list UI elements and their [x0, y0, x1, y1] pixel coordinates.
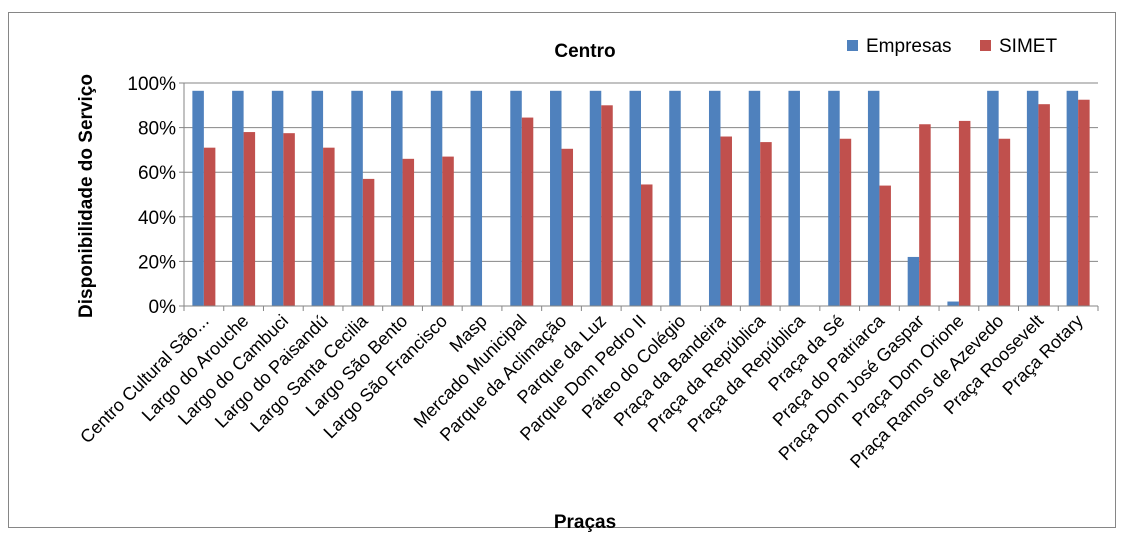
bar-empresas-13	[708, 90, 721, 307]
bar-simet-3	[323, 147, 335, 306]
bar-empresas-8	[510, 90, 522, 307]
bar-empresas-15	[788, 90, 800, 307]
y-tick-labels: 0% 20% 40% 60% 80% 100%	[127, 74, 176, 318]
bar-empresas-21	[1026, 90, 1039, 307]
bar-empresas-11	[629, 90, 641, 307]
bar-simet-6	[442, 156, 454, 306]
bar-simet-13	[720, 136, 732, 306]
y-tick-label: 80%	[138, 119, 176, 140]
bar-simet-14	[760, 142, 772, 306]
bar-simet-0	[203, 147, 216, 306]
bar-empresas-4	[351, 90, 363, 307]
bar-simet-19	[958, 120, 971, 306]
y-tick-label: 0%	[149, 297, 177, 318]
x-tick-labels: Centro Cultural São...Largo do AroucheLa…	[76, 310, 1087, 472]
y-axis-label: Disponibilidade do Serviço	[76, 74, 97, 318]
bars	[192, 90, 1090, 307]
bar-empresas-9	[550, 90, 562, 307]
legend: Empresas SIMET	[847, 36, 1057, 57]
bar-simet-17	[879, 185, 891, 306]
bar-simet-18	[919, 124, 931, 306]
bar-empresas-14	[748, 90, 761, 307]
bar-empresas-7	[470, 90, 483, 307]
y-tick-label: 40%	[138, 208, 176, 229]
y-tick-label: 100%	[127, 74, 176, 95]
bar-empresas-19	[947, 301, 959, 306]
bar-simet-11	[641, 184, 653, 306]
bar-simet-9	[561, 148, 574, 306]
x-axis-label: Praças	[554, 512, 616, 533]
legend-label-simet: SIMET	[999, 36, 1057, 57]
bar-simet-22	[1078, 99, 1090, 306]
bar-simet-21	[1038, 104, 1050, 306]
bar-empresas-10	[589, 90, 602, 307]
bar-empresas-17	[867, 90, 880, 307]
bar-simet-5	[402, 158, 415, 306]
bar-empresas-6	[430, 90, 443, 307]
bar-empresas-16	[828, 90, 840, 307]
y-tick-label: 60%	[138, 163, 176, 184]
axes	[183, 83, 1099, 311]
bar-empresas-18	[907, 256, 920, 306]
bar-empresas-1	[232, 90, 244, 307]
bar-empresas-3	[311, 90, 324, 307]
bar-empresas-12	[669, 90, 681, 307]
bar-empresas-0	[192, 90, 204, 307]
bar-simet-4	[362, 178, 375, 306]
chart-title: Centro	[554, 41, 615, 62]
bar-empresas-20	[987, 90, 999, 307]
legend-label-empresas: Empresas	[866, 36, 952, 57]
legend-swatch-empresas	[847, 40, 858, 51]
legend-swatch-simet	[980, 40, 991, 51]
bar-simet-20	[998, 138, 1011, 306]
bar-simet-8	[521, 117, 534, 306]
bar-simet-16	[839, 138, 852, 306]
bar-empresas-5	[391, 90, 403, 307]
y-tick-label: 20%	[138, 252, 176, 273]
bar-simet-10	[601, 105, 613, 306]
bar-empresas-2	[271, 90, 284, 307]
bar-empresas-22	[1066, 90, 1079, 307]
bar-simet-1	[243, 132, 256, 306]
bar-simet-2	[283, 133, 295, 306]
